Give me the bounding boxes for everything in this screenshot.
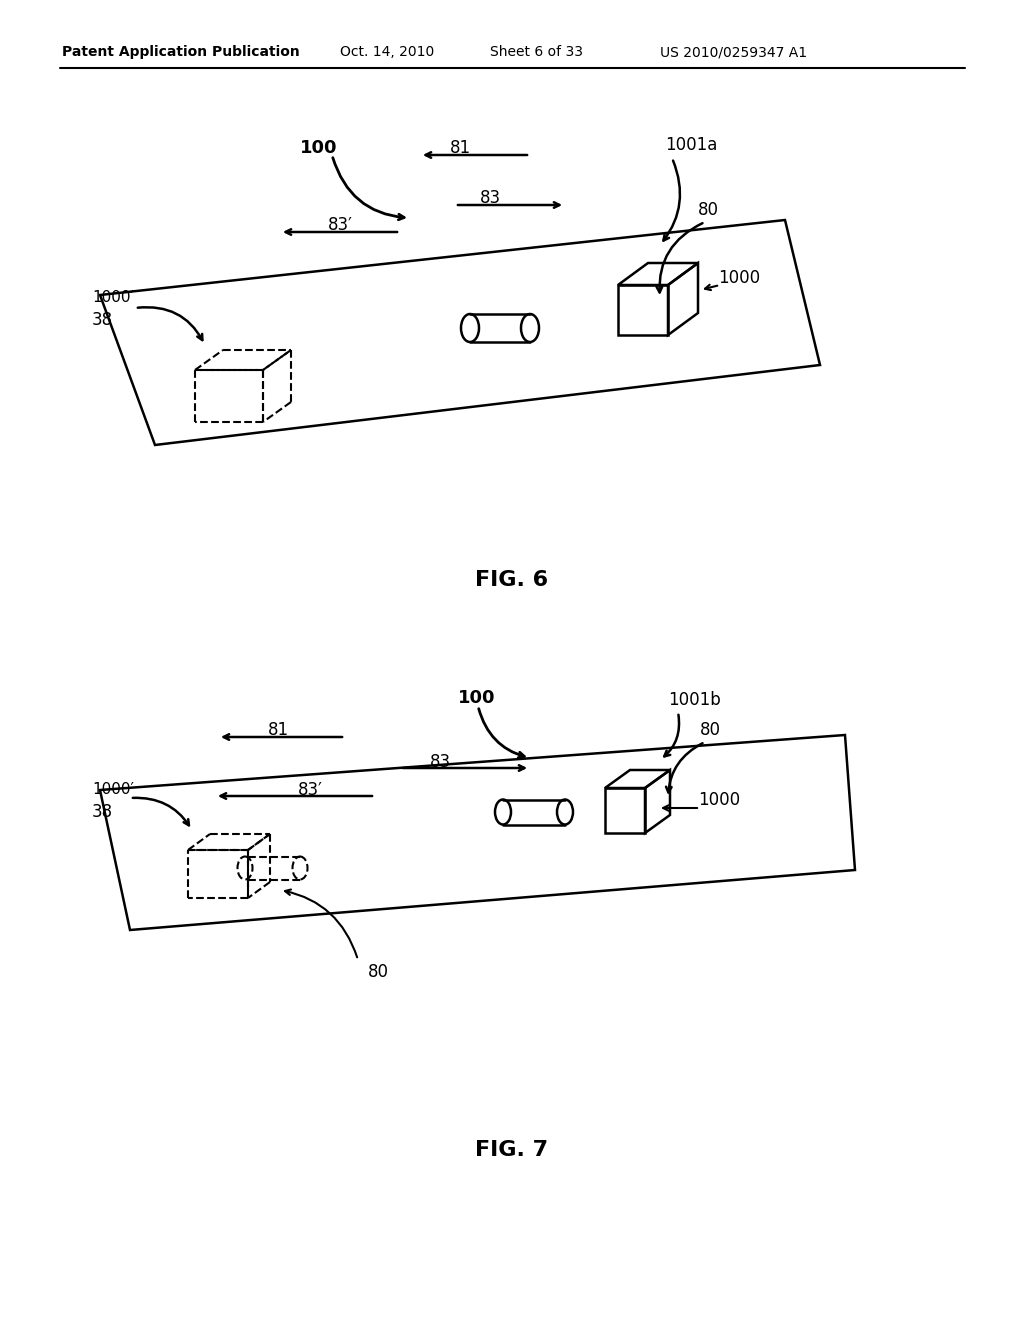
Text: 83: 83 (479, 189, 501, 207)
Text: 80: 80 (368, 964, 389, 981)
Text: 80: 80 (700, 721, 721, 739)
Text: 100: 100 (458, 689, 496, 708)
Text: 100: 100 (300, 139, 338, 157)
Text: 80: 80 (698, 201, 719, 219)
Text: 38: 38 (92, 803, 113, 821)
Text: 1000′: 1000′ (92, 783, 134, 797)
Text: 1001a: 1001a (665, 136, 718, 154)
Text: US 2010/0259347 A1: US 2010/0259347 A1 (660, 45, 807, 59)
Text: 1000: 1000 (698, 791, 740, 809)
Text: 1001b: 1001b (668, 690, 721, 709)
Text: 1000′: 1000′ (92, 290, 134, 305)
Text: FIG. 6: FIG. 6 (475, 570, 549, 590)
Text: Sheet 6 of 33: Sheet 6 of 33 (490, 45, 583, 59)
Text: 83′: 83′ (298, 781, 323, 799)
Text: 38: 38 (92, 312, 113, 329)
Text: 1000: 1000 (718, 269, 760, 286)
Text: 83′: 83′ (328, 216, 352, 234)
Text: Patent Application Publication: Patent Application Publication (62, 45, 300, 59)
Text: 81: 81 (267, 721, 289, 739)
Text: 83: 83 (429, 752, 451, 771)
Text: FIG. 7: FIG. 7 (475, 1140, 549, 1160)
Text: 81: 81 (450, 139, 471, 157)
Text: Oct. 14, 2010: Oct. 14, 2010 (340, 45, 434, 59)
